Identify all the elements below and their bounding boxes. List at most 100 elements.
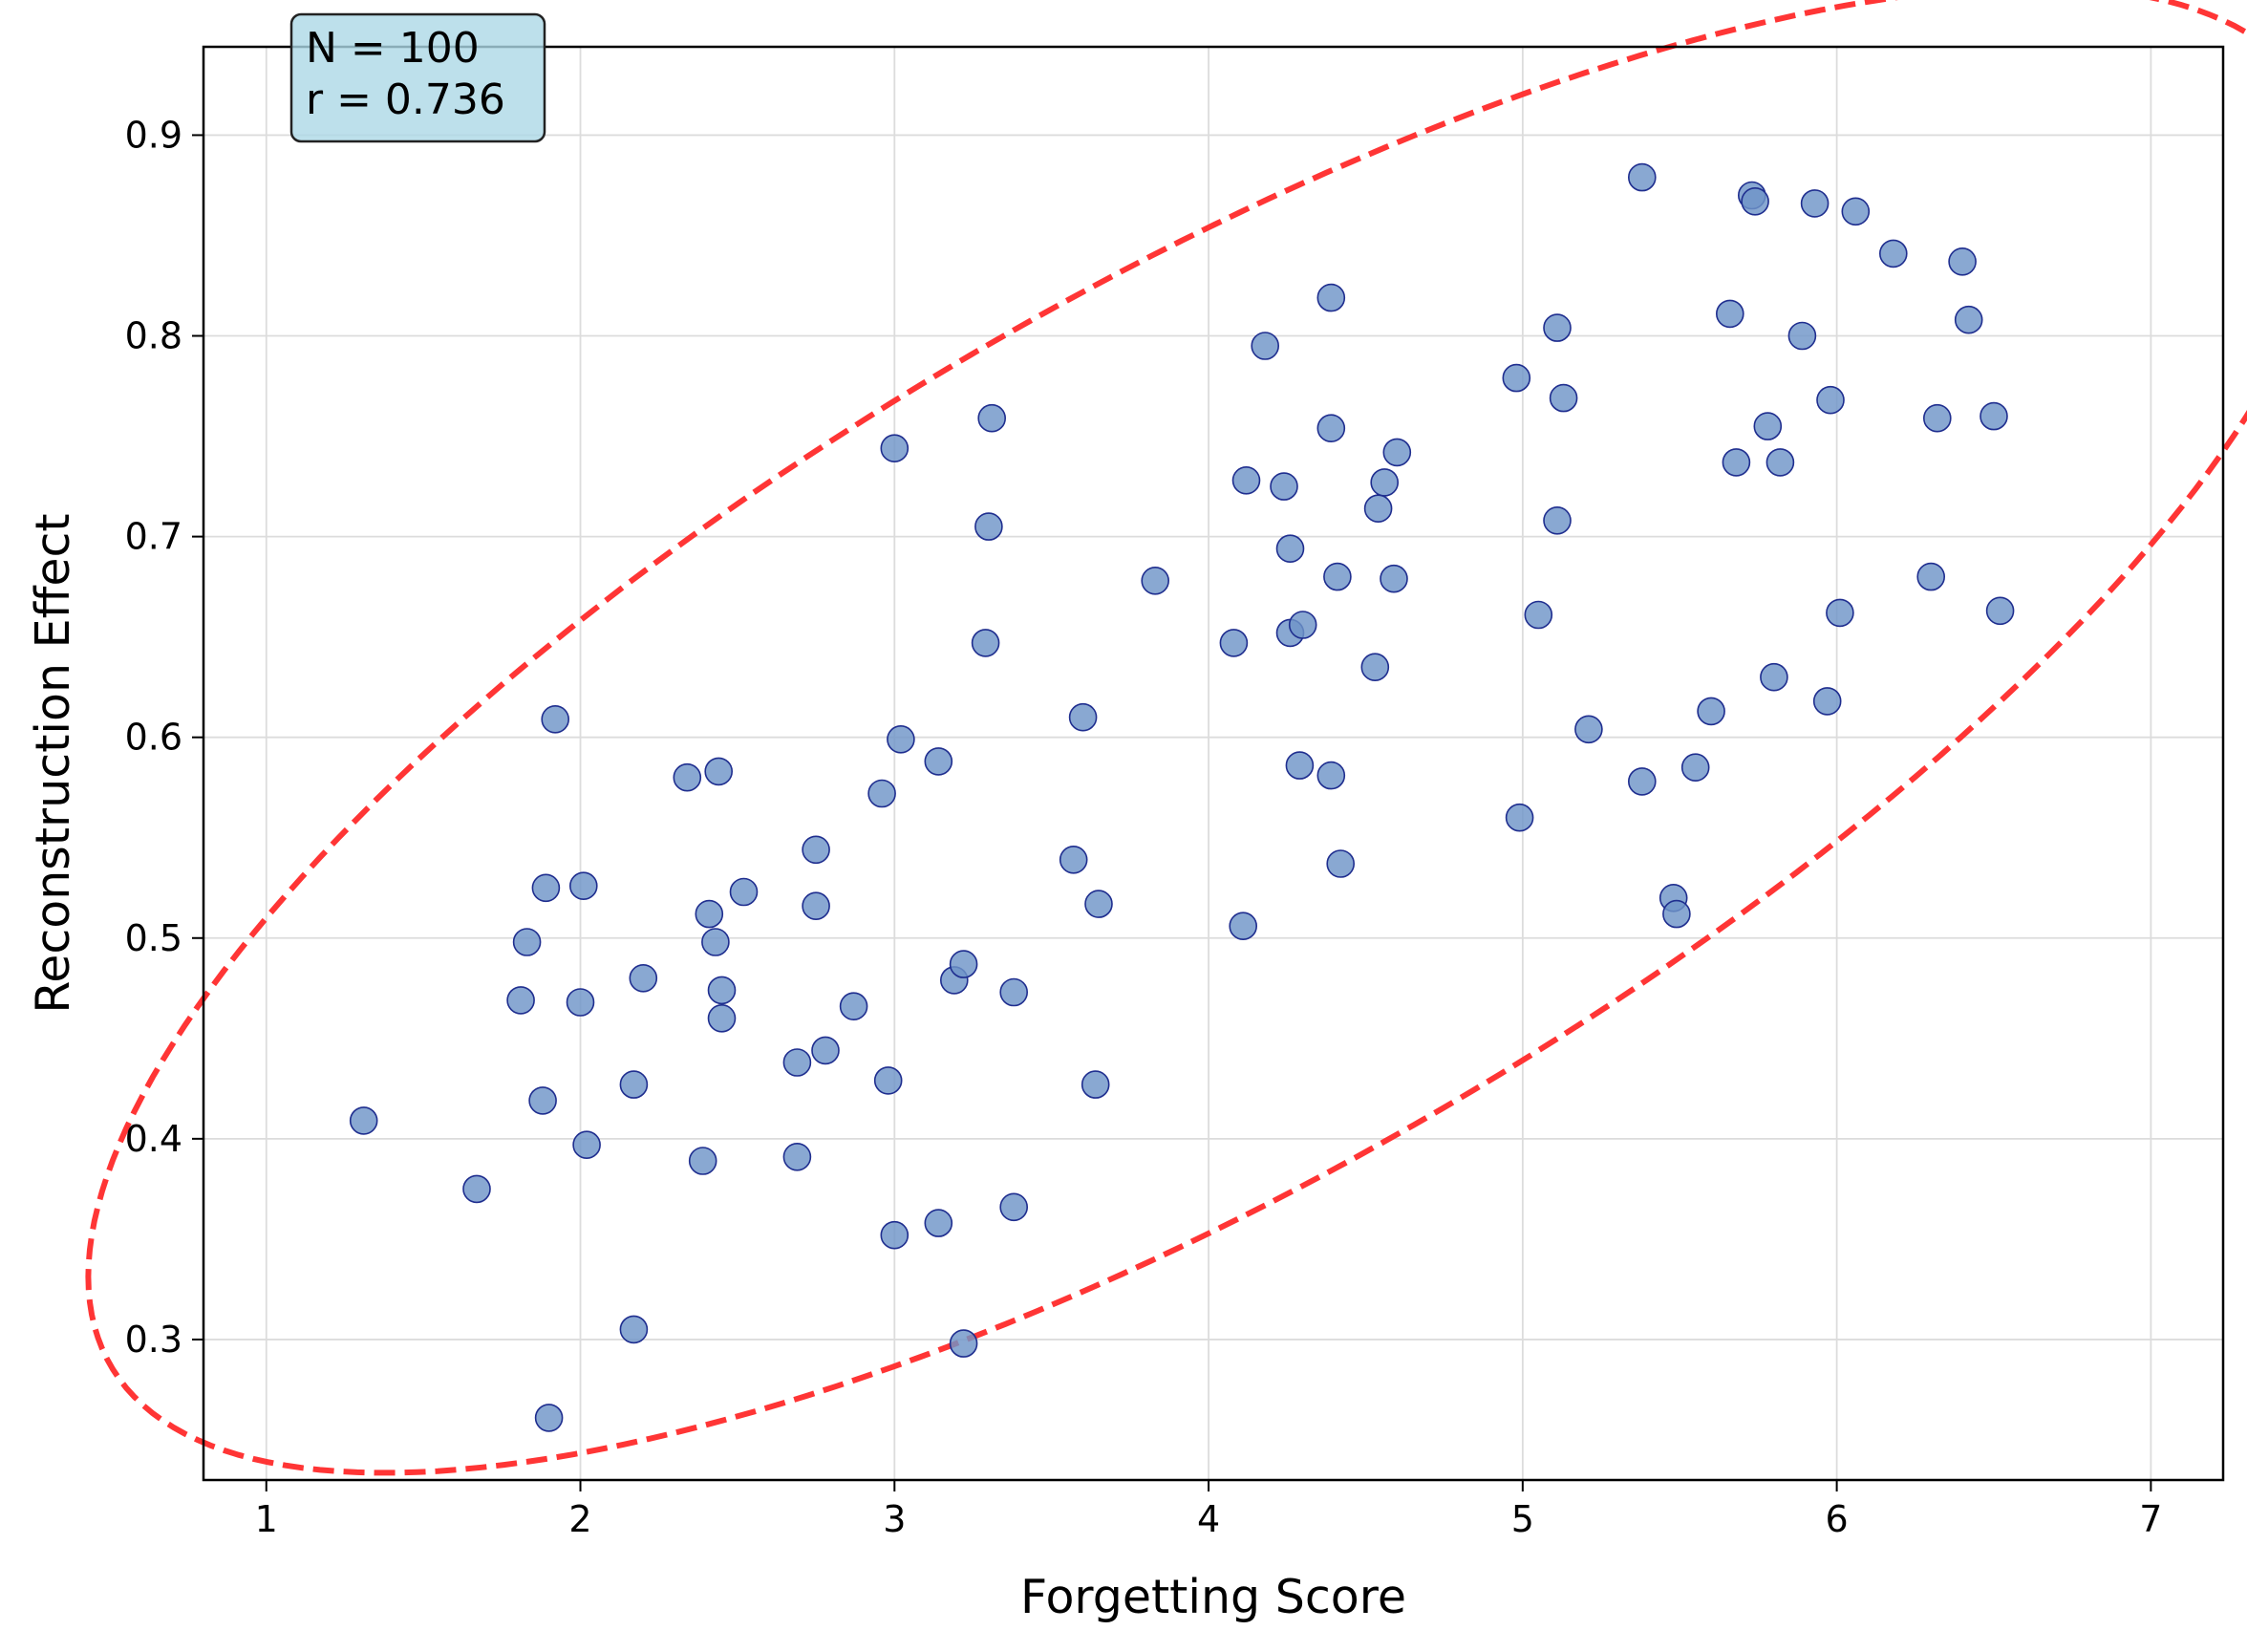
stats-sample-size: N = 100 — [306, 24, 480, 73]
x-tick-label: 7 — [2139, 1498, 2162, 1540]
data-point — [1697, 697, 1725, 726]
y-tick-label: 0.7 — [125, 516, 182, 558]
data-point — [1628, 767, 1657, 796]
data-point — [887, 724, 915, 754]
data-point — [1766, 448, 1795, 477]
data-point — [1826, 598, 1854, 628]
data-point — [1841, 197, 1871, 226]
data-point — [531, 873, 561, 903]
data-point — [949, 950, 978, 978]
data-point — [924, 1209, 953, 1237]
data-point — [707, 976, 737, 1005]
data-point — [1812, 687, 1842, 716]
data-point — [1753, 412, 1783, 440]
data-point — [1662, 899, 1691, 929]
y-tick-label: 0.6 — [125, 717, 182, 759]
x-tick-label: 5 — [1511, 1498, 1534, 1540]
data-point — [1251, 332, 1279, 360]
data-point — [512, 928, 542, 956]
data-point — [534, 1404, 564, 1432]
data-point — [1543, 313, 1572, 342]
data-point — [1326, 849, 1355, 878]
x-axis-label: Forgetting Score — [1020, 1570, 1406, 1624]
x-tick-label: 6 — [1826, 1498, 1849, 1540]
data-point — [1948, 247, 1977, 276]
data-point — [1800, 189, 1830, 218]
data-point — [1716, 299, 1744, 329]
data-point — [1323, 562, 1352, 591]
data-point — [1275, 534, 1305, 564]
data-points — [349, 162, 2015, 1432]
data-point — [1923, 403, 1952, 433]
data-point — [977, 403, 1006, 433]
data-point — [1288, 611, 1317, 639]
data-point — [528, 1086, 557, 1115]
data-point — [971, 629, 1000, 657]
data-point — [1741, 187, 1769, 216]
data-point — [880, 434, 910, 463]
data-point — [1787, 321, 1817, 351]
data-point — [1219, 629, 1249, 657]
data-point — [1081, 1070, 1110, 1099]
data-point — [1382, 438, 1412, 467]
data-point — [1760, 662, 1788, 692]
data-point — [782, 1048, 812, 1077]
data-point — [707, 1004, 737, 1033]
y-tick-label: 0.9 — [125, 114, 182, 156]
plot-area-frame — [202, 45, 2225, 1482]
data-point — [1068, 702, 1098, 732]
data-point — [619, 1070, 649, 1099]
data-point — [1916, 562, 1945, 591]
data-point — [1141, 566, 1169, 595]
data-point — [729, 877, 759, 907]
data-point — [999, 977, 1028, 1007]
stats-annotation-box: N = 100 r = 0.736 — [289, 12, 546, 143]
data-point — [506, 986, 535, 1015]
data-point — [619, 1315, 649, 1344]
y-tick-label: 0.8 — [125, 315, 182, 357]
data-point — [1879, 239, 1908, 268]
data-point — [1316, 283, 1346, 312]
data-point — [572, 1130, 601, 1159]
data-point — [1380, 564, 1408, 593]
data-point — [1985, 596, 2015, 626]
data-point — [880, 1220, 910, 1250]
data-point — [999, 1192, 1028, 1222]
data-point — [566, 988, 595, 1017]
data-point — [701, 928, 730, 956]
data-point — [949, 1329, 978, 1358]
data-point — [873, 1066, 903, 1095]
data-point — [541, 704, 570, 734]
data-point — [1628, 162, 1657, 192]
grid-lines — [203, 47, 2223, 1480]
y-axis-label: Reconstruction Effect — [26, 513, 80, 1013]
data-point — [802, 835, 830, 865]
data-point — [704, 757, 734, 786]
data-point — [1722, 448, 1751, 477]
x-tick-label: 1 — [255, 1498, 278, 1540]
data-point — [924, 747, 953, 776]
data-point — [629, 963, 658, 993]
data-point — [1229, 912, 1257, 941]
confidence-ellipse — [85, 0, 2247, 1476]
data-point — [1084, 890, 1113, 918]
data-point — [1954, 305, 1983, 334]
y-tick-label: 0.5 — [125, 917, 182, 959]
data-point — [1816, 385, 1845, 415]
data-point — [1505, 803, 1534, 832]
data-point — [1370, 468, 1399, 497]
data-point — [349, 1106, 378, 1135]
data-point — [462, 1174, 491, 1204]
data-point — [782, 1143, 812, 1171]
data-point — [1270, 472, 1298, 501]
data-point — [1059, 845, 1088, 874]
confidence-ellipse-layer — [85, 0, 2247, 1476]
data-point — [1980, 401, 2008, 431]
data-point — [1231, 465, 1261, 495]
data-point — [1549, 383, 1578, 413]
data-point — [1543, 505, 1572, 535]
y-axis-ticks: 0.3 0.4 0.5 0.6 0.7 0.8 0.9 — [125, 114, 203, 1361]
data-point — [1502, 363, 1531, 393]
